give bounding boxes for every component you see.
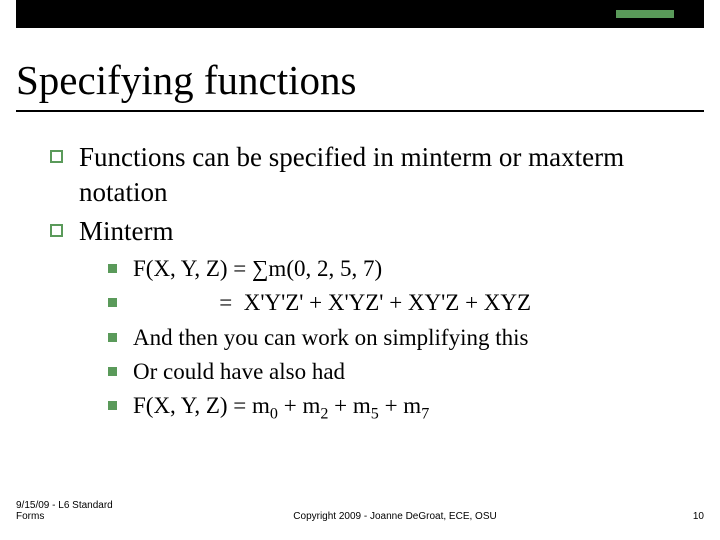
bullet-text: And then you can work on simplifying thi… (133, 322, 528, 354)
filled-square-bullet-icon (108, 298, 117, 307)
bullet-lvl2: And then you can work on simplifying thi… (108, 322, 680, 354)
eq-sub: 0 (270, 406, 278, 423)
bullet-lvl2: Or could have also had (108, 356, 680, 388)
eq-sub: 5 (371, 406, 379, 423)
footer: 9/15/09 - L6 Standard Forms Copyright 20… (16, 500, 704, 522)
footer-date: 9/15/09 - L6 Standard Forms (16, 500, 136, 522)
filled-square-bullet-icon (108, 333, 117, 342)
bullet-text: Functions can be specified in minterm or… (79, 140, 680, 210)
top-bar (16, 0, 704, 28)
eq-sub: 7 (421, 406, 429, 423)
eq-part: F(X, Y, Z) = m (133, 393, 270, 418)
top-bar-accent (616, 10, 674, 18)
bullet-lvl2: = X'Y'Z' + X'YZ' + XY'Z + XYZ (108, 287, 680, 319)
filled-square-bullet-icon (108, 401, 117, 410)
eq-part: + m (278, 393, 320, 418)
footer-page-number: 10 (654, 511, 704, 522)
filled-square-bullet-icon (108, 264, 117, 273)
bullet-lvl2: F(X, Y, Z) = m0 + m2 + m5 + m7 (108, 390, 680, 426)
bullet-text: F(X, Y, Z) = m0 + m2 + m5 + m7 (133, 390, 429, 426)
eq-part: + m (328, 393, 370, 418)
bullet-text: = X'Y'Z' + X'YZ' + XY'Z + XYZ (133, 287, 531, 319)
page-title: Specifying functions (16, 56, 704, 112)
square-bullet-icon (50, 150, 63, 163)
footer-copyright: Copyright 2009 - Joanne DeGroat, ECE, OS… (136, 511, 654, 522)
bullet-lvl2: F(X, Y, Z) = ∑m(0, 2, 5, 7) (108, 253, 680, 285)
bullet-text: Or could have also had (133, 356, 345, 388)
bullet-lvl1: Functions can be specified in minterm or… (50, 140, 680, 210)
bullet-text: Minterm (79, 214, 174, 249)
square-bullet-icon (50, 224, 63, 237)
bullet-text: F(X, Y, Z) = ∑m(0, 2, 5, 7) (133, 253, 382, 285)
filled-square-bullet-icon (108, 367, 117, 376)
bullet-lvl1: Minterm (50, 214, 680, 249)
content-area: Functions can be specified in minterm or… (50, 140, 680, 428)
eq-part: + m (379, 393, 421, 418)
